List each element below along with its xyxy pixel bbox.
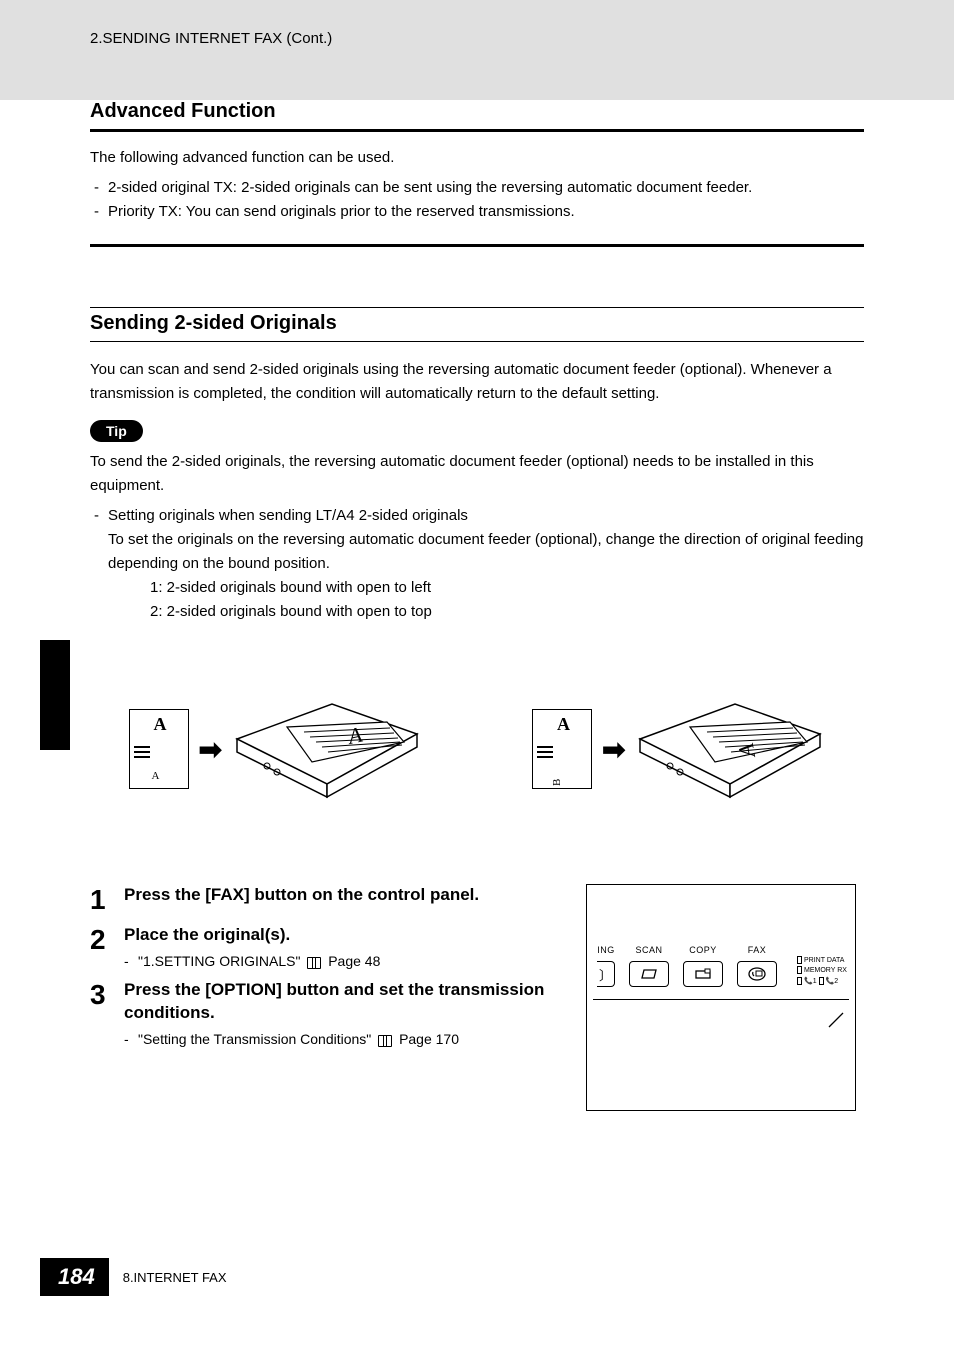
step-title: Press the [FAX] button on the control pa… [124,884,479,907]
panel-label-fax: FAX [748,945,767,955]
subheading-rule-bot [90,341,864,342]
feeder-illustration: A [635,684,825,814]
control-panel-illustration: ING 〕 SCAN COPY [586,884,856,1111]
step-reference: "1.SETTING ORIGINALS" Page 48 [124,953,380,969]
section1-bullet: Priority TX: You can send originals prio… [90,200,864,224]
panel-button-fax [737,961,777,987]
panel-button-copy [683,961,723,987]
diagram-right: A B ➡ A [532,684,825,814]
section1-bullet: 2-sided original TX: 2-sided originals c… [90,176,864,200]
panel-button-scan [629,961,669,987]
section-advanced-title: Advanced Function [90,100,864,123]
step-3: 3 Press the [OPTION] button and set the … [90,979,554,1047]
step-2: 2 Place the original(s). "1.SETTING ORIG… [90,924,554,969]
step-number: 2 [90,924,114,969]
paper-icon-right: A B [532,709,592,789]
panel-label-scan: SCAN [635,945,662,955]
paper-letter-a: A [557,714,570,735]
paper-sub-right: B [551,779,563,786]
panel-status: PRINT DATA MEMORY RX 📞1 📞2 [797,956,847,988]
subheading-rule-top [90,307,864,308]
paper-letter-a: A [154,714,167,735]
section-2sided-title: Sending 2-sided Originals [90,312,864,335]
book-icon [378,1035,392,1045]
panel-label-copy: COPY [689,945,717,955]
setting-opt1: 1: 2-sided originals bound with open to … [90,576,864,600]
header-breadcrumb: 2.SENDING INTERNET FAX (Cont.) [90,30,954,47]
diagram-left: A A ➡ A [129,684,422,814]
diagram-row: A A ➡ A [90,684,864,814]
step-title: Place the original(s). [124,924,380,947]
paper-sub-left: A [152,770,160,782]
page-number: 184 [40,1258,109,1296]
panel-label-ing: ING [597,945,615,955]
section-end-rule [90,244,864,247]
tip-text: To send the 2-sided originals, the rever… [90,450,864,498]
book-icon [307,957,321,967]
arrow-right-icon: ➡ [199,733,222,766]
tip-badge: Tip [90,420,143,442]
section2-para1: You can scan and send 2-sided originals … [90,358,864,406]
feeder-illustration: A [232,684,422,814]
footer-chapter: 8.INTERNET FAX [123,1270,227,1285]
step-title: Press the [OPTION] button and set the tr… [124,979,554,1025]
setting-bullet: Setting originals when sending LT/A4 2-s… [90,504,864,528]
panel-divider-icon [827,1011,845,1029]
paper-icon-left: A A [129,709,189,789]
step-number: 1 [90,884,114,914]
panel-button-ing: 〕 [597,961,615,987]
section1-intro: The following advanced function can be u… [90,146,864,170]
setting-opt2: 2: 2-sided originals bound with open to … [90,600,864,624]
step-reference: "Setting the Transmission Conditions" Pa… [124,1031,554,1047]
setting-sub: To set the originals on the reversing au… [90,528,864,576]
step-number: 3 [90,979,114,1047]
arrow-right-icon: ➡ [602,733,625,766]
heading-rule [90,129,864,132]
chapter-tab [40,640,70,750]
step-1: 1 Press the [FAX] button on the control … [90,884,554,914]
